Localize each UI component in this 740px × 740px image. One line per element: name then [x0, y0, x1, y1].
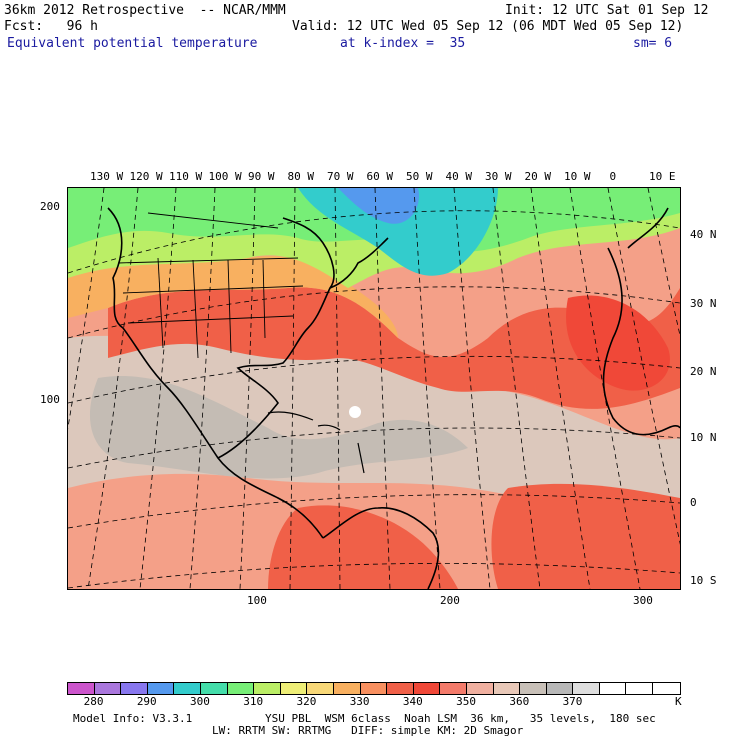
lon-label: 120 W	[129, 170, 163, 183]
lon-label: 110 W	[169, 170, 203, 183]
colorbar-label: 280	[83, 695, 104, 708]
lat-label: 0	[690, 496, 697, 509]
lon-label: 20 W	[524, 170, 552, 183]
field-name: Equivalent potential temperature	[7, 36, 258, 51]
colorbar-label: 300	[190, 695, 210, 708]
header-valid-time: Valid: 12 UTC Wed 05 Sep 12 (06 MDT Wed …	[292, 19, 684, 34]
colorbar-label: 320	[296, 695, 317, 708]
grid-x-label-200: 200	[440, 594, 460, 607]
colorbar-label: 330	[349, 695, 370, 708]
colorbar-swatch	[653, 683, 680, 694]
colorbar-swatch	[520, 683, 547, 694]
colorbar-swatch	[121, 683, 148, 694]
lat-label: 10 N	[690, 431, 717, 444]
colorbar-swatch	[227, 683, 255, 694]
field-satl-warm	[491, 483, 680, 589]
lon-label: 10 W	[564, 170, 591, 183]
state-borders	[117, 212, 304, 359]
field-gray-patch	[89, 376, 468, 479]
colorbar-swatch	[360, 683, 388, 694]
lat-label: 40 N	[690, 228, 717, 241]
colorbar-swatch	[174, 683, 201, 694]
lon-label: 0	[609, 170, 617, 183]
colorbar-label: 360	[509, 695, 530, 708]
colorbar-swatch	[280, 683, 308, 694]
hurricane-eye	[349, 406, 361, 418]
colorbar-label: 370	[562, 695, 583, 708]
colorbar-label: 290	[136, 695, 157, 708]
theta-e-map	[67, 187, 681, 590]
footer-model-info: Model Info: V3.3.1	[73, 712, 193, 725]
smoothing-label: sm= 6	[633, 36, 673, 51]
colorbar-swatch	[387, 683, 414, 694]
colorbar-swatch	[599, 683, 627, 694]
lat-label: 30 N	[690, 297, 717, 310]
colorbar-unit: K	[675, 695, 682, 708]
field-orange-band	[68, 256, 398, 338]
colorbar	[67, 682, 681, 695]
field-sa-warm	[268, 505, 458, 589]
lon-label: 70 W	[327, 170, 354, 183]
lat-label: 20 N	[690, 365, 717, 378]
lon-label: 50 W	[406, 170, 433, 183]
field-blue-region	[338, 188, 419, 224]
colorbar-swatch	[413, 683, 441, 694]
colorbar-swatch	[307, 683, 334, 694]
grid-x-label-100: 100	[247, 594, 267, 607]
colorbar-label: 310	[243, 695, 264, 708]
colorbar-swatch	[466, 683, 494, 694]
footer-physics-line2: LW: RRTM SW: RRTMG DIFF: simple KM: 2D S…	[212, 724, 524, 737]
header-forecast-hour: Fcst: 96 h	[4, 19, 98, 34]
lon-label: 80 W	[287, 170, 315, 183]
colorbar-swatch	[493, 683, 521, 694]
lon-label: 130 W	[90, 170, 124, 183]
field-sahara-warm	[566, 295, 670, 391]
grid-y-label-200: 200	[40, 200, 60, 213]
colorbar-swatch	[94, 683, 122, 694]
colorbar-swatch	[254, 683, 281, 694]
caribbean-islands	[267, 411, 365, 474]
colorbar-swatch	[68, 683, 95, 694]
lon-label: 40 W	[445, 170, 473, 183]
lon-label: 10 E	[649, 170, 676, 183]
lon-label: 60 W	[366, 170, 394, 183]
colorbar-label: 340	[402, 695, 423, 708]
graticule	[68, 188, 680, 589]
lon-label: 30 W	[485, 170, 512, 183]
header-title: 36km 2012 Retrospective -- NCAR/MMM	[4, 3, 286, 18]
field-cyan-region	[298, 188, 498, 276]
header-init-time: Init: 12 UTC Sat 01 Sep 12	[505, 3, 709, 18]
k-index-label: at k-index = 35	[340, 36, 466, 51]
colorbar-swatch	[573, 683, 600, 694]
lat-label: 10 S	[690, 574, 717, 587]
colorbar-swatch	[200, 683, 228, 694]
footer-physics-line1: YSU PBL WSM 6class Noah LSM 36 km, 35 le…	[265, 712, 656, 725]
grid-x-label-300: 300	[633, 594, 653, 607]
colorbar-swatch	[626, 683, 654, 694]
map-field-svg	[68, 188, 680, 589]
grid-y-label-100: 100	[40, 393, 60, 406]
coastlines	[107, 207, 680, 589]
colorbar-swatch	[546, 683, 574, 694]
colorbar-swatch	[333, 683, 361, 694]
colorbar-swatch	[147, 683, 175, 694]
lon-label: 90 W	[248, 170, 275, 183]
colorbar-swatch	[440, 683, 467, 694]
colorbar-label: 350	[456, 695, 476, 708]
lon-label: 100 W	[208, 170, 242, 183]
